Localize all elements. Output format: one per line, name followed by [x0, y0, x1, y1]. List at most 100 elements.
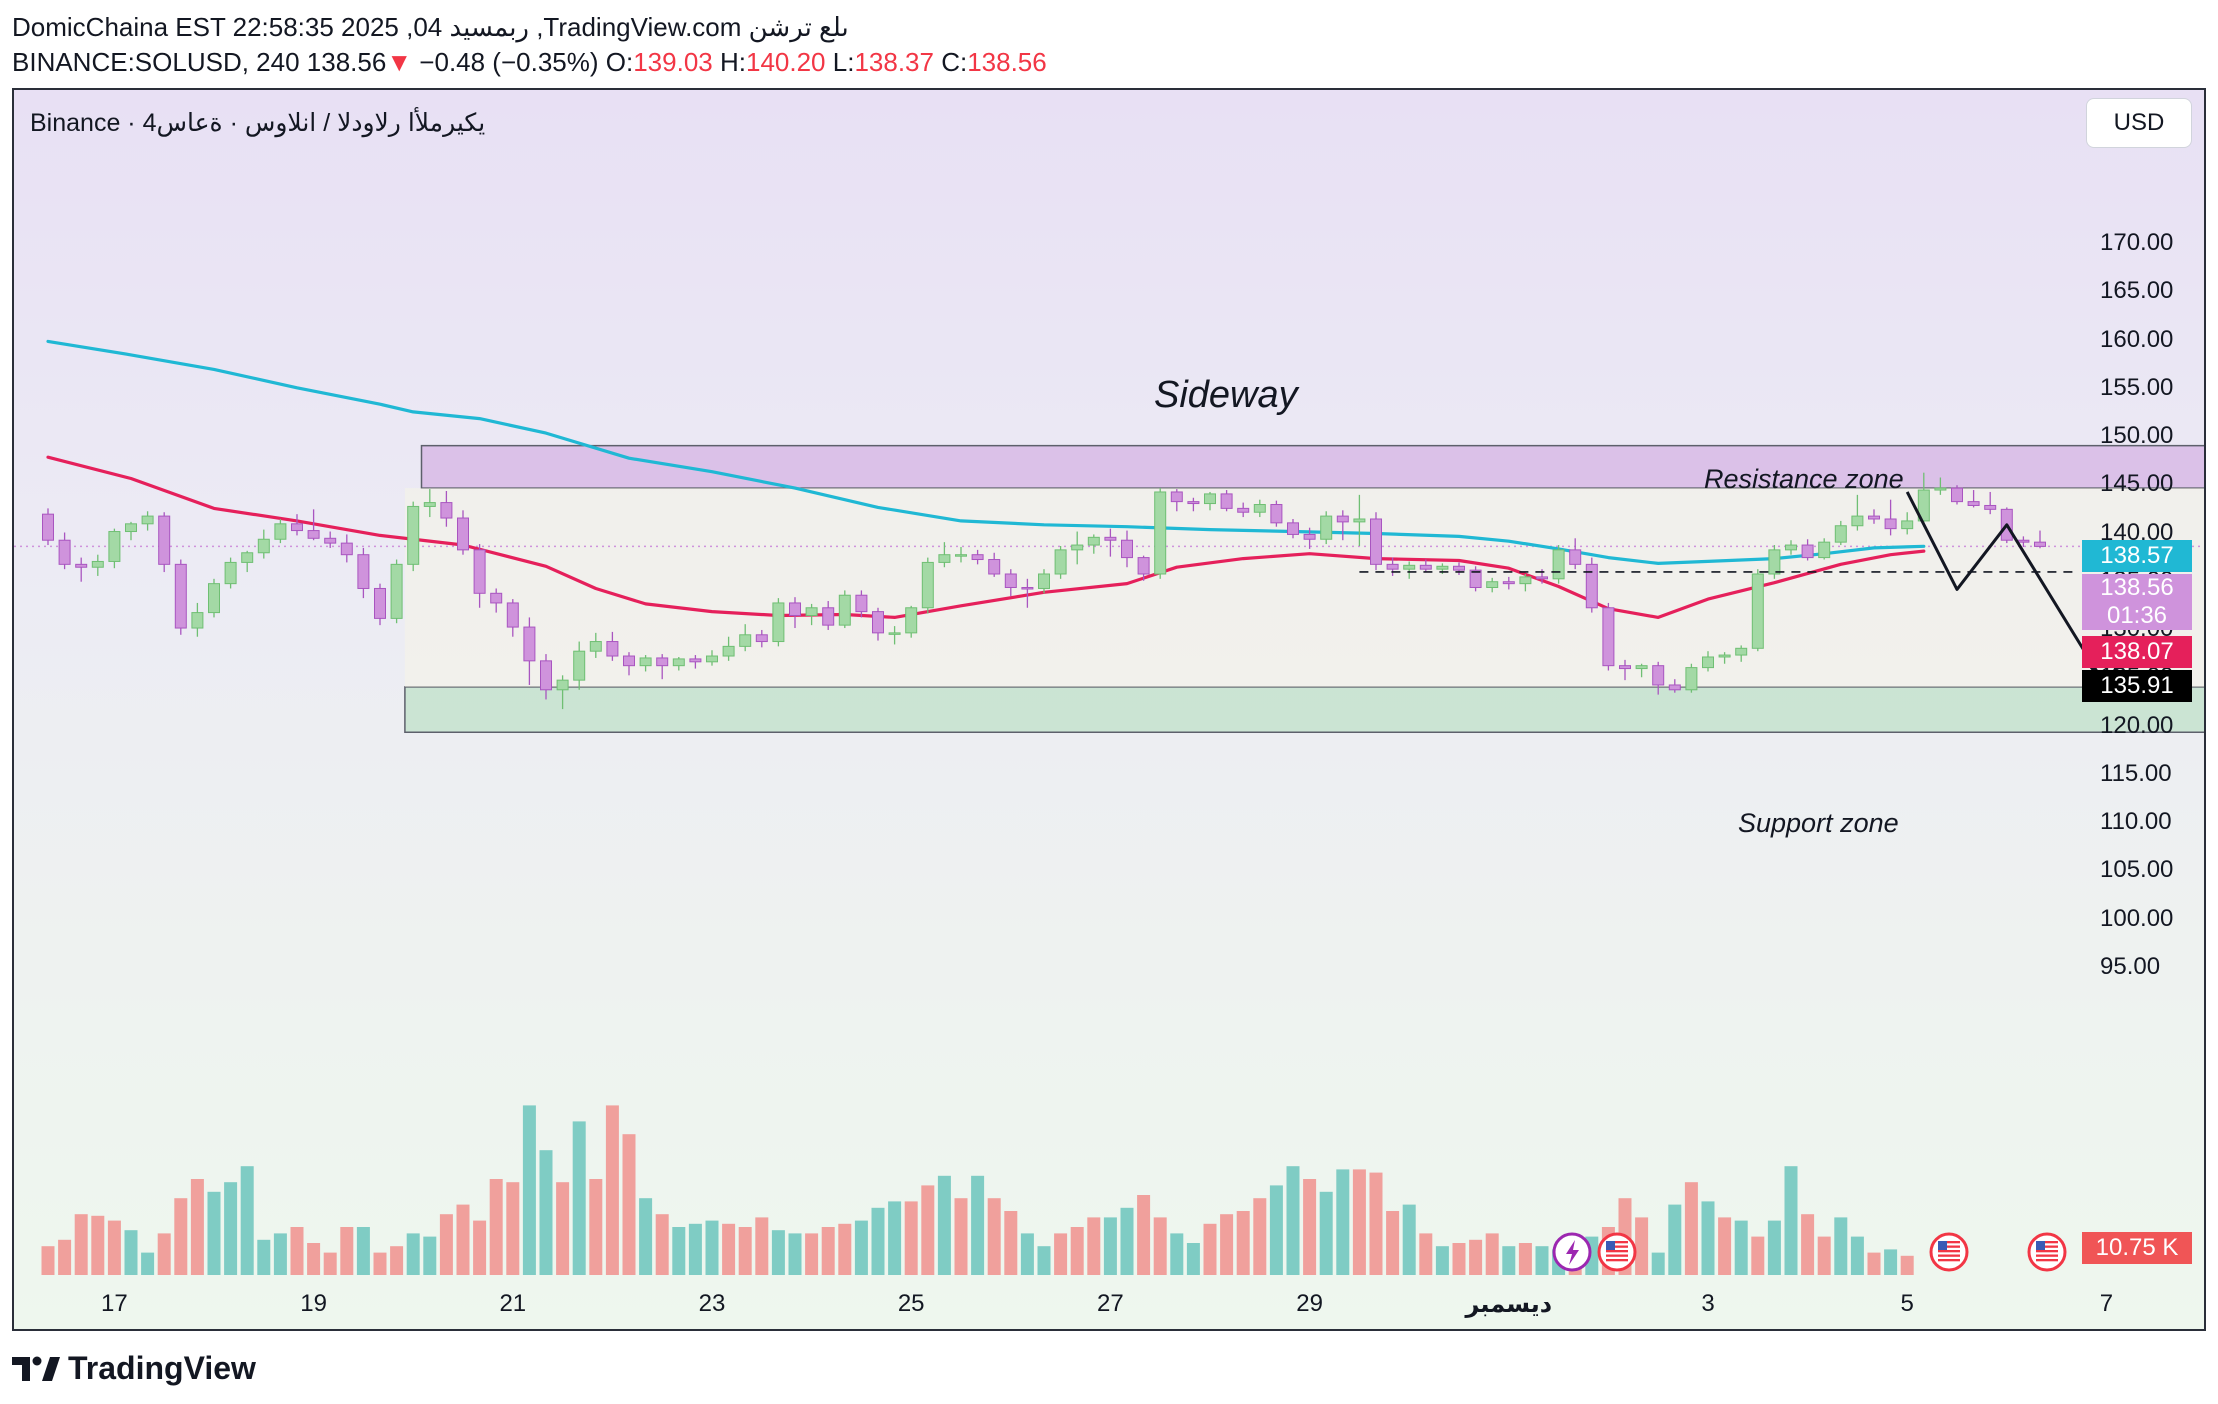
volume-bar [622, 1134, 636, 1275]
volume-bar [1502, 1246, 1516, 1275]
chart-legend: Binance · يكيرملأا رلاودلا / انلاوس · ةع… [30, 109, 486, 137]
volume-bar [74, 1214, 88, 1275]
volume-bar [174, 1198, 188, 1275]
volume-bar [572, 1121, 586, 1275]
candle-body [1851, 515, 1864, 527]
candle-body [174, 563, 187, 629]
candle-body [888, 632, 901, 635]
volume-bar [888, 1201, 902, 1275]
volume-bar [1684, 1182, 1698, 1275]
candle-body [490, 592, 503, 604]
price-tick: 150.00 [2100, 422, 2174, 449]
flag-stripe [1938, 1259, 1960, 1262]
candle-body [324, 537, 337, 544]
flag-stripe [2036, 1241, 2058, 1244]
volume-bar [1784, 1166, 1798, 1275]
candle-body [556, 679, 569, 691]
candle-body [1403, 564, 1416, 570]
resistance-zone [420, 444, 2204, 489]
volume-bar [373, 1252, 387, 1275]
time-tick: ديسمبر [1465, 1291, 1553, 1318]
price-tick: 95.00 [2100, 952, 2161, 980]
candle-body [1486, 581, 1499, 589]
volume-bar [1037, 1246, 1051, 1275]
volume-bar [1435, 1246, 1449, 1275]
time-tick: 29 [1296, 1290, 1323, 1317]
price-chart[interactable] [14, 90, 2204, 1329]
currency-button[interactable]: USD [2086, 98, 2192, 148]
price-tick: 160.00 [2100, 325, 2174, 353]
candle-body [722, 645, 735, 657]
candle-body [689, 658, 702, 663]
candle-body [340, 542, 353, 556]
candle-body [672, 658, 685, 667]
chart-panel[interactable]: Binance · يكيرملأا رلاودلا / انلاوس · ةع… [12, 88, 2206, 1331]
candle-body [905, 607, 918, 634]
volume-bar [1319, 1191, 1333, 1275]
volume-bar [506, 1182, 520, 1275]
bar-countdown: 01:36 [2106, 602, 2168, 629]
candle-body [1087, 536, 1100, 546]
volume-bar [107, 1220, 121, 1275]
candle-body [1204, 493, 1216, 505]
candle-body [1237, 507, 1250, 513]
candle-body [506, 602, 519, 628]
candle-body [1386, 563, 1399, 570]
candle-body [390, 563, 403, 619]
ma-blue-line [46, 339, 1926, 565]
flag-stripe [1606, 1245, 1628, 1248]
time-tick: 27 [1097, 1290, 1124, 1317]
volume-bar [257, 1239, 271, 1275]
time-tick: 17 [101, 1290, 128, 1317]
flag-stripe [1938, 1241, 1960, 1244]
candle-body [473, 549, 486, 594]
volume-bar [821, 1227, 835, 1275]
volume-bar [987, 1198, 1001, 1275]
candle-body [971, 554, 984, 561]
candle-body [772, 602, 785, 643]
candle-body [1038, 573, 1050, 589]
volume-bar [1020, 1233, 1034, 1275]
candle-body [208, 583, 220, 614]
volume-bar [755, 1217, 769, 1275]
volume-bar [1352, 1169, 1366, 1275]
candle-body [291, 523, 303, 532]
tradingview-logo[interactable]: TradingView [12, 1350, 256, 1387]
price-tick: 110.00 [2100, 808, 2172, 835]
volume-bar [688, 1223, 702, 1275]
volume-bar [1286, 1166, 1300, 1275]
volume-bar [473, 1220, 487, 1275]
candle-body [1619, 665, 1631, 670]
candle-body [1901, 520, 1914, 530]
volume-bar [1817, 1236, 1831, 1275]
flag-stripe [1606, 1250, 1628, 1253]
change-down-icon: ▼ [386, 47, 413, 77]
candle-body [423, 502, 436, 507]
candle-body [257, 538, 270, 554]
candle-body [241, 552, 254, 563]
candle-body [872, 611, 884, 634]
ma-blue-price-tag: 138.57 [2082, 540, 2192, 572]
candle-body [1735, 647, 1748, 656]
volume-bar [1137, 1195, 1151, 1275]
candle-body [1552, 549, 1565, 580]
candle-body [1668, 684, 1681, 691]
candle-body [639, 657, 652, 667]
last-price-tag-value: 138.56 [2100, 574, 2174, 601]
volume-bar [1369, 1172, 1383, 1275]
tradingview-brand: TradingView [68, 1350, 256, 1386]
volume-bar [539, 1150, 553, 1275]
volume-bar [1303, 1179, 1317, 1275]
candle-body [523, 626, 536, 662]
candle-body [573, 650, 586, 681]
volume-bar [356, 1227, 370, 1275]
volume-bar [456, 1204, 470, 1275]
volume-bar [722, 1223, 736, 1275]
last-price-tag: 138.56 01:36 [2082, 574, 2192, 630]
candle-body [739, 634, 752, 647]
support-zone-label: Support zone [1738, 808, 1899, 838]
time-tick: 23 [698, 1290, 726, 1317]
flag-stripe [1938, 1250, 1960, 1253]
volume-bar [1834, 1217, 1848, 1275]
last-price: 138.56 [306, 47, 387, 77]
